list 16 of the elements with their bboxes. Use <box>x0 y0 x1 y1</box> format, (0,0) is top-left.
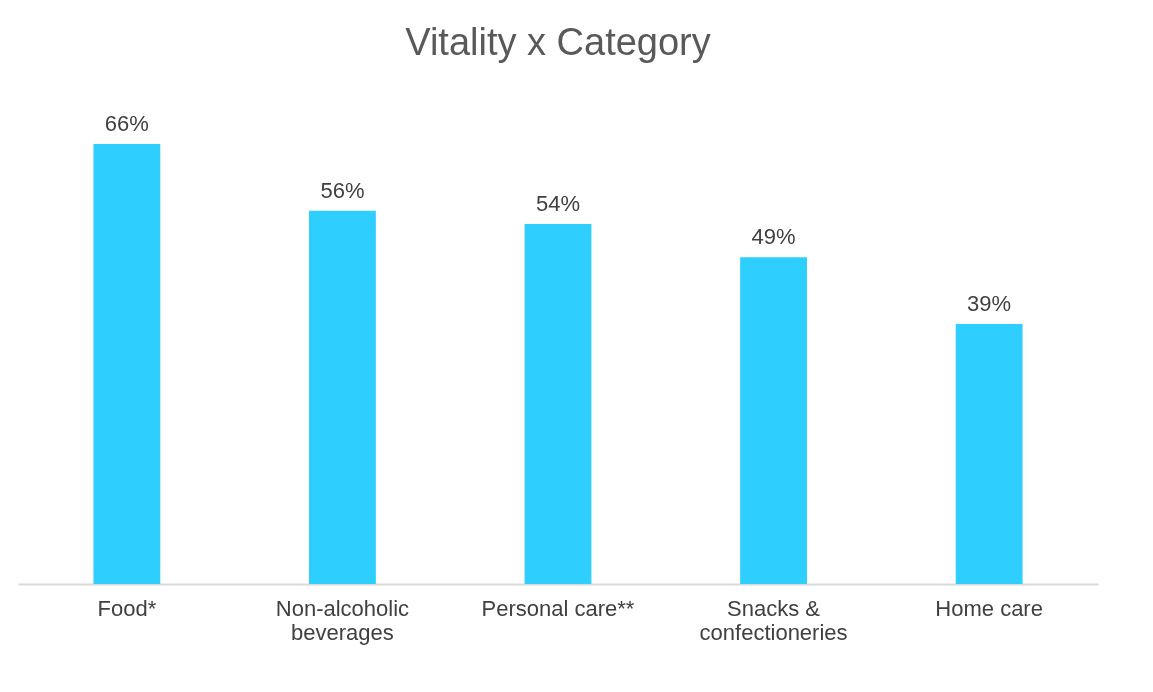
data-label: 49% <box>751 224 796 250</box>
bar <box>524 224 592 584</box>
bar <box>740 257 807 584</box>
x-tick-label: Snacks & confectioneries <box>699 595 848 645</box>
data-label: 66% <box>104 111 149 136</box>
x-tick-label: Food* <box>97 595 157 621</box>
x-tick-label: Non-alcoholic beverages <box>275 595 410 645</box>
x-tick-label: Personal care** <box>481 595 635 621</box>
bar <box>93 144 161 584</box>
data-label: 56% <box>320 177 365 203</box>
x-tick-label: Home care <box>935 595 1043 621</box>
bar <box>955 324 1023 584</box>
chart-title: Vitality x Category <box>405 21 711 63</box>
data-label: 39% <box>967 291 1012 316</box>
data-label: 54% <box>535 191 581 216</box>
bar <box>309 210 376 584</box>
